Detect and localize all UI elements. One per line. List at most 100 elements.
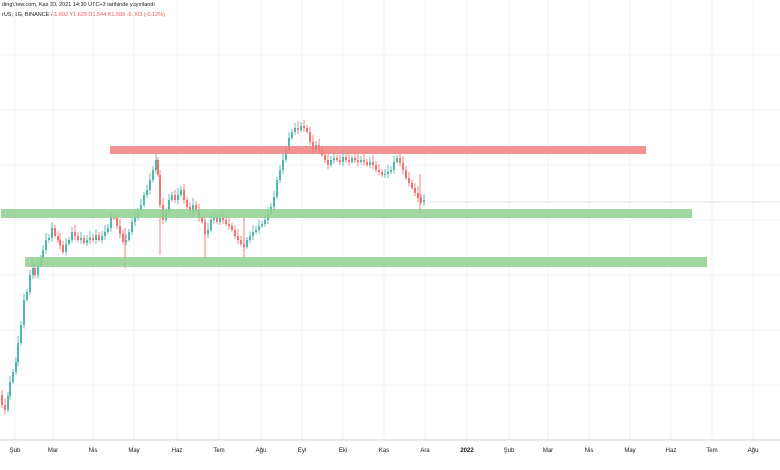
candle-5	[12, 372, 14, 382]
x-tick-label-4: Haz	[172, 448, 183, 454]
candle-19	[51, 228, 53, 238]
candle-137	[402, 163, 404, 170]
candle-144	[423, 200, 425, 202]
candle-95	[276, 180, 278, 197]
x-tick-label-10: Ara	[420, 448, 430, 454]
symbol-label: rUS, 1G, BINANCE	[2, 12, 50, 18]
candle-104	[303, 126, 305, 128]
candle-99	[288, 138, 290, 150]
candle-78	[225, 220, 227, 224]
candle-113	[330, 160, 332, 165]
x-tick-label-5: Tem	[213, 448, 224, 454]
published-info: dingView.com, Kas 30, 2021 14:30 UTC+3 t…	[2, 2, 155, 8]
candle-44	[125, 240, 127, 242]
candle-76	[219, 218, 221, 222]
candle-55	[157, 160, 159, 175]
candle-10	[26, 292, 28, 300]
candle-23	[62, 245, 64, 252]
x-tick-label-18: Ağu	[748, 448, 759, 454]
candle-65	[186, 200, 188, 207]
candle-102	[297, 128, 299, 130]
candle-12	[32, 268, 34, 275]
candle-21	[57, 236, 59, 240]
candle-77	[222, 218, 224, 220]
candle-41	[116, 218, 118, 226]
candle-45	[128, 232, 130, 240]
candle-34	[95, 235, 97, 240]
candle-141	[414, 188, 416, 193]
candle-72	[207, 230, 209, 234]
candle-86	[249, 236, 251, 240]
candle-90	[261, 224, 263, 226]
candle-36	[101, 236, 103, 240]
candle-68	[195, 205, 197, 210]
candle-112	[327, 160, 329, 165]
candle-16	[42, 250, 44, 258]
candle-2	[4, 405, 6, 410]
candle-46	[131, 222, 133, 232]
candle-130	[381, 172, 383, 175]
x-tick-label-11: 2022	[460, 448, 474, 454]
candle-125	[366, 162, 368, 165]
candle-22	[59, 240, 61, 245]
candle-8	[20, 325, 22, 343]
candle-14	[37, 265, 39, 275]
symbol-ohlc-line: rUS, 1G, BINANCE A1.602 Y1.629 D1.544 K1…	[2, 12, 165, 18]
candle-100	[291, 132, 293, 138]
candle-18	[48, 238, 50, 240]
candle-17	[45, 240, 47, 250]
candle-79	[228, 224, 230, 226]
candle-87	[252, 232, 254, 236]
candle-127	[372, 162, 374, 165]
candle-7	[17, 343, 19, 362]
candle-138	[405, 170, 407, 178]
candle-33	[92, 238, 94, 240]
support-zone-upper	[1, 209, 692, 218]
support-zone-lower	[25, 257, 707, 267]
candle-27	[74, 232, 76, 236]
candle-3	[7, 396, 9, 410]
candle-9	[23, 300, 25, 325]
candle-4	[9, 382, 11, 396]
candle-29	[80, 238, 82, 240]
candle-115	[336, 158, 338, 160]
candle-13	[34, 268, 36, 275]
candle-59	[168, 200, 170, 212]
candle-24	[65, 244, 67, 252]
candle-43	[122, 234, 124, 242]
candle-105	[306, 128, 308, 132]
candle-101	[294, 128, 296, 132]
candle-121	[354, 158, 356, 160]
candle-132	[387, 172, 389, 174]
candle-131	[384, 174, 386, 175]
x-tick-label-6: Ağu	[256, 448, 267, 454]
candle-139	[408, 178, 410, 183]
candle-25	[68, 240, 70, 244]
resistance-zone	[110, 146, 646, 154]
candle-39	[110, 218, 112, 228]
candle-64	[183, 190, 185, 200]
candle-142	[417, 193, 419, 198]
candle-117	[342, 157, 344, 162]
candle-30	[83, 238, 85, 243]
candle-49	[140, 205, 142, 212]
candle-103	[300, 126, 302, 130]
candle-135	[396, 158, 398, 162]
candle-126	[369, 162, 371, 165]
candle-26	[71, 232, 73, 240]
candle-38	[107, 228, 109, 232]
candle-83	[240, 240, 242, 244]
candle-116	[339, 160, 341, 162]
x-tick-label-12: Şub	[504, 448, 515, 454]
candle-120	[351, 158, 353, 162]
candle-81	[234, 230, 236, 236]
candle-134	[393, 162, 395, 170]
candle-129	[378, 170, 380, 172]
x-tick-label-8: Eki	[339, 448, 347, 454]
candle-11	[29, 275, 31, 292]
candle-28	[77, 236, 79, 240]
x-tick-label-7: Eyl	[298, 448, 306, 454]
x-tick-label-16: Haz	[666, 448, 677, 454]
candle-20	[54, 228, 56, 236]
